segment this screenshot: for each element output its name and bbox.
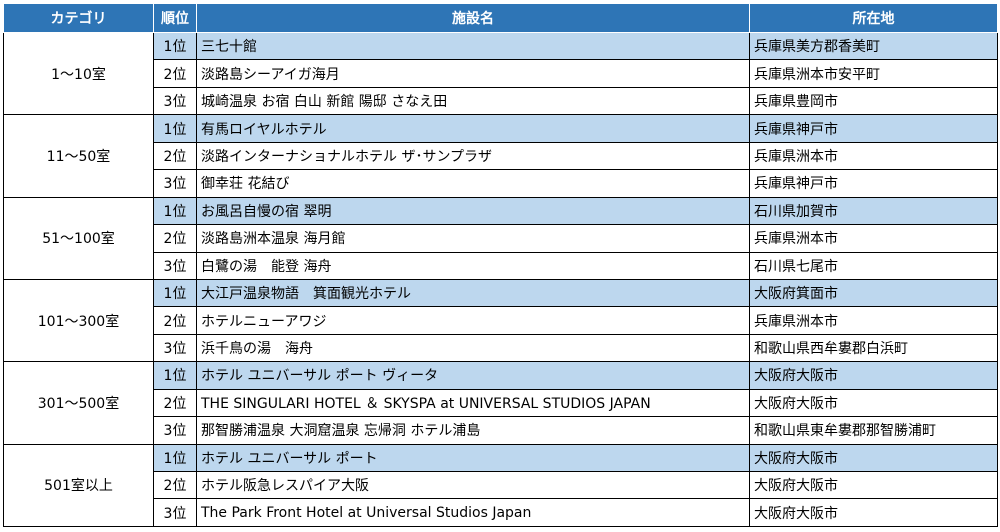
location-cell: 兵庫県神戸市 (749, 114, 998, 143)
category-cell: 101～300室 (3, 278, 154, 363)
rank-cell: 3位 (153, 251, 197, 280)
table-row: 1～10室 1位 三七十館 兵庫県美方郡香美町 (3, 31, 998, 116)
category-cell: 51～100室 (3, 196, 154, 280)
rank-cell: 2位 (153, 224, 197, 253)
location-cell: 兵庫県豊岡市 (749, 86, 998, 116)
location-cell: 兵庫県洲本市 (749, 306, 998, 335)
category-cell: 1～10室 (3, 31, 154, 116)
facility-name-cell: ホテル ユニバーサル ポート ヴィータ (196, 361, 750, 390)
facility-name-cell: 大江戸温泉物語 箕面観光ホテル (196, 278, 750, 308)
location-cell: 大阪府大阪市 (749, 470, 998, 500)
rank-cell: 1位 (153, 278, 197, 308)
header-location: 所在地 (749, 3, 998, 33)
location-cell: 兵庫県洲本市 (749, 141, 998, 171)
rank-cell: 2位 (153, 306, 197, 335)
facility-name-cell: 那智勝浦温泉 大洞窟温泉 忘帰洞 ホテル浦島 (196, 416, 750, 445)
facility-name-cell: THE SINGULARI HOTEL ＆ SKYSPA at UNIVERSA… (196, 388, 750, 418)
location-cell: 兵庫県洲本市 (749, 224, 998, 253)
facility-name-cell: 淡路島洲本温泉 海月館 (196, 224, 750, 253)
rank-cell: 3位 (153, 498, 197, 527)
location-cell: 大阪府大阪市 (749, 388, 998, 418)
category-cell: 301～500室 (3, 361, 154, 445)
facility-name-cell: お風呂自慢の宿 翠明 (196, 196, 750, 226)
rank-cell: 1位 (153, 443, 197, 473)
table-row: 2位 淡路島洲本温泉 海月館 兵庫県洲本市 (4, 224, 998, 253)
table-row: 11～50室 1位 有馬ロイヤルホテル 兵庫県神戸市 (3, 114, 998, 198)
facility-name-cell: ホテル ユニバーサル ポート (196, 443, 750, 473)
facility-name-cell: 三七十館 (196, 31, 750, 61)
location-cell: 大阪府大阪市 (749, 498, 998, 527)
table-row: 2位 THE SINGULARI HOTEL ＆ SKYSPA at UNIVE… (4, 388, 998, 418)
table-row: 2位 ホテルニューアワジ 兵庫県洲本市 (4, 306, 998, 335)
table-row: 51～100室 1位 お風呂自慢の宿 翠明 石川県加賀市 (3, 196, 998, 280)
rank-cell: 1位 (153, 196, 197, 226)
rank-cell: 2位 (153, 59, 197, 88)
rank-cell: 2位 (153, 470, 197, 500)
category-cell: 11～50室 (3, 114, 154, 198)
facility-name-cell: 淡路インターナショナルホテル ザ･サンプラザ (196, 141, 750, 171)
table-row: 3位 浜千鳥の湯 海舟 和歌山県西牟婁郡白浜町 (4, 333, 998, 363)
facility-name-cell: 城崎温泉 お宿 白山 新館 陽邸 さなえ田 (196, 86, 750, 116)
category-cell: 501室以上 (3, 443, 154, 528)
table-row: 2位 淡路島シーアイガ海月 兵庫県洲本市安平町 (4, 59, 998, 88)
table-row: 2位 ホテル阪急レスパイア大阪 大阪府大阪市 (4, 470, 998, 500)
facility-name-cell: The Park Front Hotel at Universal Studio… (196, 498, 750, 527)
location-cell: 和歌山県西牟婁郡白浜町 (749, 333, 998, 363)
facility-name-cell: 有馬ロイヤルホテル (196, 114, 750, 143)
location-cell: 大阪府箕面市 (749, 278, 998, 308)
table-row: 301～500室 1位 ホテル ユニバーサル ポート ヴィータ 大阪府大阪市 (3, 361, 998, 445)
header-row: カテゴリ 順位 施設名 所在地 (3, 3, 998, 33)
location-cell: 兵庫県神戸市 (749, 169, 998, 198)
rank-cell: 3位 (153, 416, 197, 445)
facility-name-cell: 白鷺の湯 能登 海舟 (196, 251, 750, 280)
rank-cell: 1位 (153, 361, 197, 390)
header-category: カテゴリ (3, 3, 154, 33)
ranking-table: カテゴリ 順位 施設名 所在地 1～10室 1位 三七十館 兵庫県美方郡香美町 … (3, 3, 998, 528)
location-cell: 兵庫県洲本市安平町 (749, 59, 998, 88)
facility-name-cell: 浜千鳥の湯 海舟 (196, 333, 750, 363)
rank-cell: 3位 (153, 169, 197, 198)
location-cell: 大阪府大阪市 (749, 443, 998, 473)
header-facility-name: 施設名 (196, 3, 750, 33)
facility-name-cell: ホテル阪急レスパイア大阪 (196, 470, 750, 500)
location-cell: 大阪府大阪市 (749, 361, 998, 390)
facility-name-cell: 御幸荘 花結び (196, 169, 750, 198)
location-cell: 和歌山県東牟婁郡那智勝浦町 (749, 416, 998, 445)
table-row: 101～300室 1位 大江戸温泉物語 箕面観光ホテル 大阪府箕面市 (3, 278, 998, 363)
table-row: 3位 御幸荘 花結び 兵庫県神戸市 (4, 169, 998, 198)
rank-cell: 2位 (153, 388, 197, 418)
facility-name-cell: ホテルニューアワジ (196, 306, 750, 335)
rank-cell: 3位 (153, 86, 197, 116)
table-row: 2位 淡路インターナショナルホテル ザ･サンプラザ 兵庫県洲本市 (4, 141, 998, 171)
rank-cell: 3位 (153, 333, 197, 363)
table-row: 3位 城崎温泉 お宿 白山 新館 陽邸 さなえ田 兵庫県豊岡市 (4, 86, 998, 116)
location-cell: 石川県七尾市 (749, 251, 998, 280)
table-row: 3位 The Park Front Hotel at Universal Stu… (4, 498, 998, 527)
location-cell: 石川県加賀市 (749, 196, 998, 226)
header-rank: 順位 (153, 3, 197, 33)
table-row: 3位 那智勝浦温泉 大洞窟温泉 忘帰洞 ホテル浦島 和歌山県東牟婁郡那智勝浦町 (4, 416, 998, 445)
rank-cell: 2位 (153, 141, 197, 171)
rank-cell: 1位 (153, 31, 197, 61)
location-cell: 兵庫県美方郡香美町 (749, 31, 998, 61)
table-row: 3位 白鷺の湯 能登 海舟 石川県七尾市 (4, 251, 998, 280)
table-row: 501室以上 1位 ホテル ユニバーサル ポート 大阪府大阪市 (3, 443, 998, 528)
facility-name-cell: 淡路島シーアイガ海月 (196, 59, 750, 88)
rank-cell: 1位 (153, 114, 197, 143)
